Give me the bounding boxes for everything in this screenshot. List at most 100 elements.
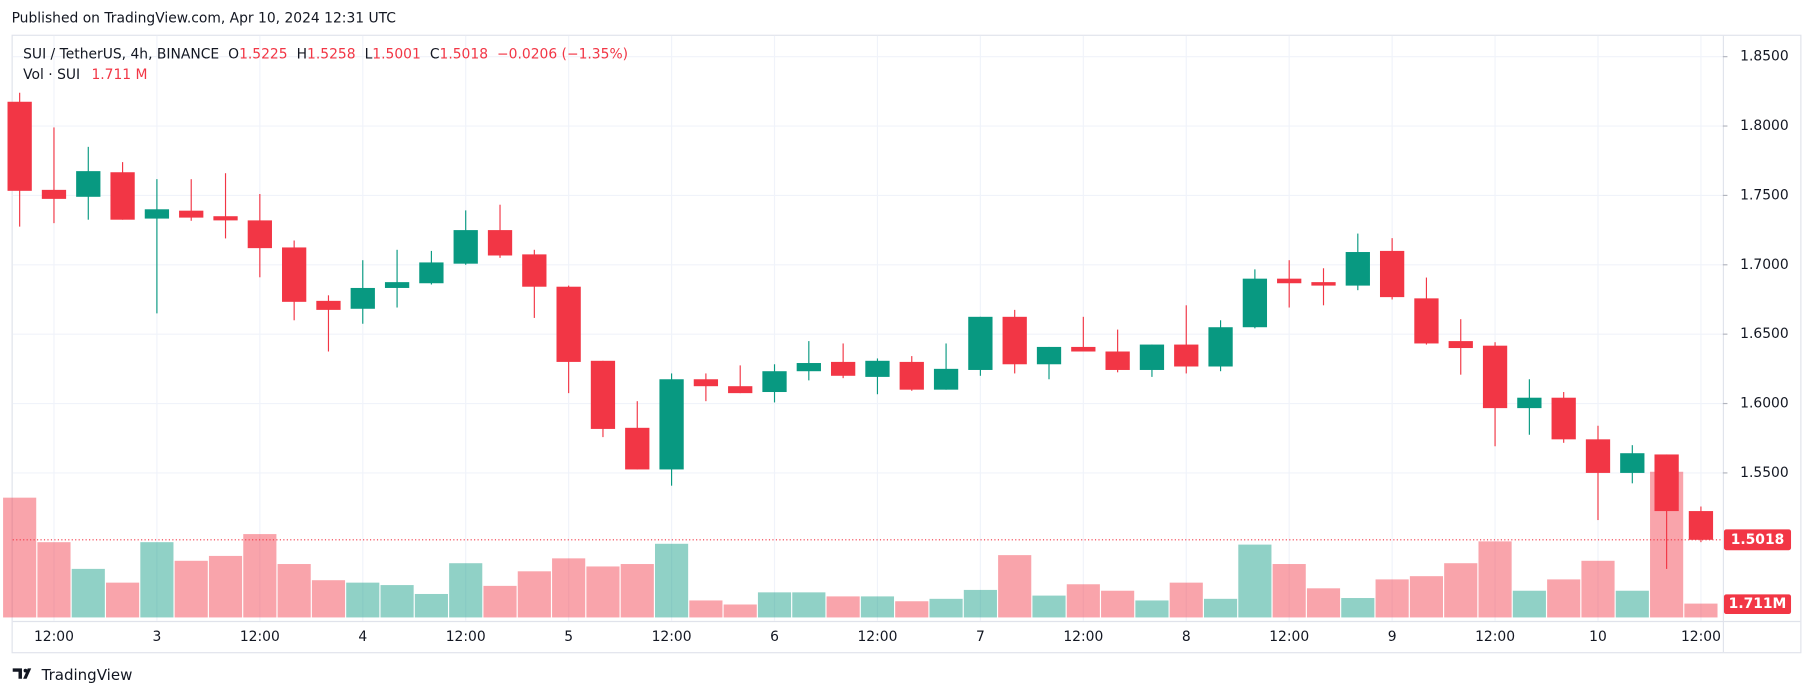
candle-body	[625, 427, 650, 470]
axes: 1.8500 1.8000 1.7500 1.7000 1.6500 1.6000 1.55…	[12, 49, 1792, 645]
candle-body	[1654, 454, 1679, 512]
open-value: 1.5225	[239, 46, 287, 62]
grid	[12, 35, 1723, 621]
candle-body	[1208, 327, 1233, 367]
x-tick-label: 12:00	[1475, 629, 1515, 645]
volume-bar	[1032, 595, 1066, 618]
volume-bar	[277, 564, 311, 618]
volume-bar	[586, 566, 620, 618]
candle-body	[1414, 298, 1439, 344]
candle-body	[1174, 344, 1199, 367]
candle-body	[1448, 341, 1473, 349]
logo-icon	[12, 668, 32, 679]
volume-bar	[552, 558, 586, 618]
y-tick-label: 1.7000	[1740, 257, 1789, 273]
candle-body	[796, 363, 821, 372]
brand-logo: TradingView	[12, 666, 132, 684]
candle-body	[762, 371, 787, 393]
candle-body	[41, 189, 67, 199]
candle-body	[1002, 316, 1027, 365]
volume-title: Vol · SUI	[23, 67, 80, 83]
high-label: H	[297, 46, 307, 62]
x-tick-label: 12:00	[1269, 629, 1309, 645]
candle-body	[1585, 439, 1611, 473]
y-tick-label: 1.6500	[1740, 326, 1789, 342]
volume-bar	[860, 596, 895, 618]
candle-body	[1105, 351, 1130, 370]
volume-bar	[1306, 588, 1341, 618]
volume-bar	[346, 582, 380, 618]
candle-body	[110, 172, 135, 220]
symbol: SUI / TetherUS, 4h, BINANCE	[23, 46, 219, 62]
chart-legend: SUI / TetherUS, 4h, BINANCE O1.5225 H1.5…	[23, 46, 628, 62]
x-tick-label: 8	[1182, 629, 1191, 645]
x-tick-label: 6	[770, 629, 779, 645]
volume-bar	[689, 600, 723, 618]
candle-body	[1071, 346, 1096, 352]
x-tick-label: 12:00	[857, 629, 897, 645]
x-tick-label: 12:00	[652, 629, 692, 645]
logo-dot	[23, 668, 28, 673]
volume-bar	[1615, 590, 1649, 618]
candle-body	[179, 210, 204, 218]
candle-body	[487, 230, 513, 256]
x-tick-label: 5	[564, 629, 573, 645]
candle-body	[1345, 252, 1370, 286]
x-tick-label: 12:00	[1681, 629, 1721, 645]
volume-last: 1.711 M	[91, 67, 147, 83]
published-note: Published on TradingView.com, Apr 10, 20…	[12, 11, 396, 27]
last-price-tag	[1723, 529, 1792, 551]
y-tick-label: 1.7500	[1740, 187, 1789, 203]
volume-bar	[1341, 598, 1375, 618]
volume-bar	[1101, 590, 1135, 618]
candle-body	[419, 262, 444, 284]
volume-bar	[655, 543, 689, 618]
volume-bar	[1169, 582, 1203, 618]
candle-body	[350, 287, 375, 309]
volume-tag-label: 1.711M	[1729, 596, 1787, 612]
candle-body	[1311, 282, 1336, 286]
volume-bar	[895, 601, 929, 618]
candle-body	[213, 216, 238, 221]
candle-body	[693, 379, 719, 387]
volume-bar	[998, 555, 1032, 618]
candle-body	[556, 286, 581, 362]
candle-body	[830, 361, 856, 376]
volume-bar	[963, 589, 997, 618]
candles	[7, 92, 1714, 569]
candle-body	[590, 360, 616, 429]
volume-bars	[3, 471, 1718, 618]
candle-body	[1551, 397, 1576, 440]
candle-body	[1277, 278, 1302, 284]
volume-bar	[1272, 564, 1306, 618]
x-tick-label: 12:00	[34, 629, 74, 645]
volume-bar	[1512, 590, 1546, 618]
volume-bar	[929, 598, 963, 618]
volume-bar	[1203, 598, 1238, 618]
x-tick-label: 7	[976, 629, 985, 645]
volume-bar	[1444, 563, 1478, 618]
volume-bar	[483, 585, 517, 618]
volume-bar	[826, 596, 860, 618]
volume-bar	[1478, 541, 1512, 618]
candle-body	[1242, 278, 1268, 328]
volume-bar	[1066, 584, 1100, 618]
x-tick-label: 3	[152, 629, 161, 645]
high-value: 1.5258	[307, 46, 356, 62]
candle-body	[76, 171, 101, 197]
volume-bar	[380, 585, 414, 618]
candle-body	[1139, 344, 1165, 370]
volume-bar	[723, 604, 757, 618]
y-tick-label: 1.8500	[1740, 49, 1789, 65]
y-tick-label: 1.5500	[1740, 465, 1789, 481]
candle-body	[659, 379, 684, 470]
low-label: L	[365, 46, 373, 62]
open-label: O	[228, 46, 239, 62]
candle-body	[728, 386, 753, 394]
volume-bar	[174, 560, 208, 618]
volume-bar	[1547, 579, 1581, 618]
x-tick-label: 10	[1589, 629, 1607, 645]
volume-bar	[140, 542, 174, 618]
